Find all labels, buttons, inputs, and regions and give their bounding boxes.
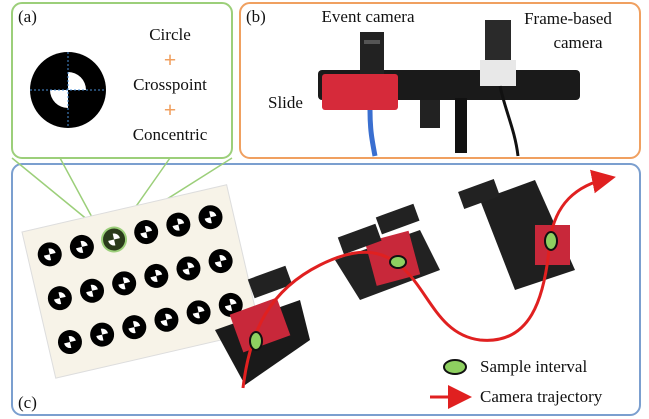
item-text: Crosspoint — [133, 75, 207, 94]
legend-text: Sample interval — [480, 357, 587, 376]
sample-marker — [544, 231, 558, 251]
board-circle — [90, 322, 115, 347]
item-text: Concentric — [133, 125, 208, 144]
calibration-board — [21, 184, 261, 379]
board-circle — [57, 330, 82, 355]
board-circle — [122, 315, 147, 340]
panel-label: (a) — [18, 7, 37, 26]
board-circle — [176, 256, 201, 281]
board-circle — [37, 242, 62, 267]
panel-a-frame — [11, 2, 233, 159]
board-circle — [69, 234, 94, 259]
board-circle — [80, 278, 105, 303]
panel-c-frame — [11, 163, 641, 416]
panel-b-frame — [239, 2, 641, 159]
board-circle — [166, 212, 191, 237]
board-circle — [208, 249, 233, 274]
board-circle — [112, 271, 137, 296]
slide-label: Slide — [268, 93, 303, 112]
board-circle — [47, 286, 72, 311]
camera-label: camera — [553, 33, 603, 52]
camera-label: Frame-based — [524, 9, 612, 28]
panel-label: (b) — [246, 7, 266, 26]
board-circle — [154, 307, 179, 332]
panel-label: (c) — [18, 393, 37, 412]
board-circle — [186, 300, 211, 325]
item-text: Circle — [149, 25, 191, 44]
camera-rig-photos — [215, 179, 575, 385]
board-circle — [144, 263, 169, 288]
legend-marker — [443, 359, 467, 375]
board-circle — [198, 205, 223, 230]
pattern-icon — [30, 52, 106, 128]
camera-label: Event camera — [322, 7, 415, 26]
zoom-connector — [11, 157, 233, 233]
plus-icon: + — [164, 47, 177, 72]
camera-rig-photo — [318, 20, 580, 157]
legend-text: Camera trajectory — [480, 387, 603, 406]
sample-marker — [389, 255, 407, 269]
plus-icon: + — [164, 97, 177, 122]
board-circle — [101, 226, 128, 253]
board-circle — [218, 292, 243, 317]
board-circle — [134, 220, 159, 245]
sample-marker — [249, 331, 263, 351]
